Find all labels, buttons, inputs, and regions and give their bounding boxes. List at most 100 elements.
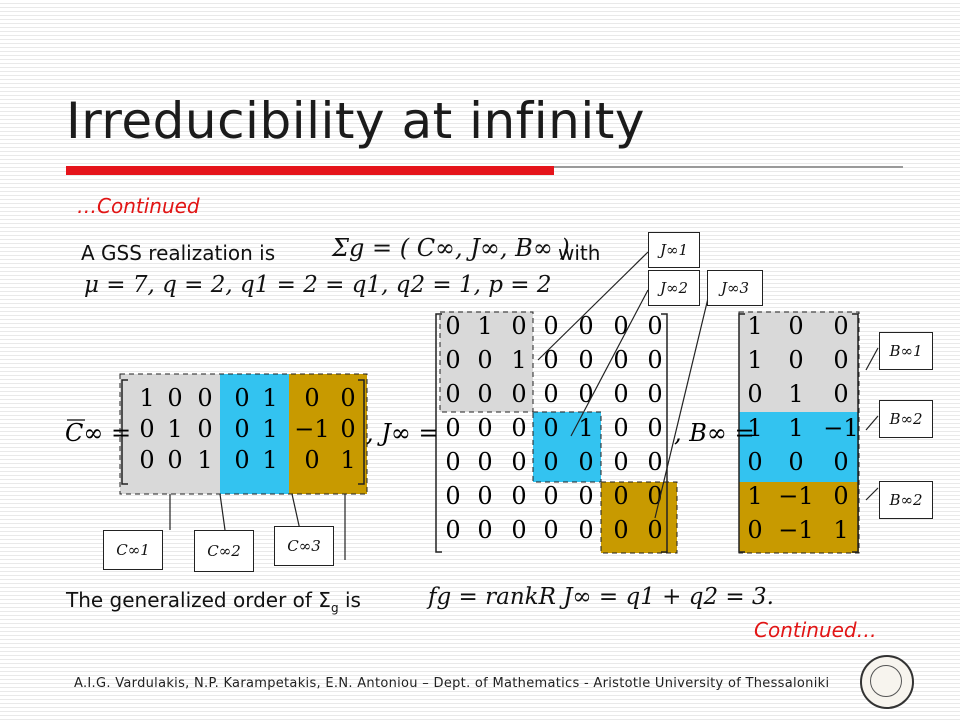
connector-line [570, 289, 649, 437]
j-entry: 1 [511, 346, 526, 374]
connector-line [865, 415, 879, 431]
b-entry: 1 [747, 312, 762, 340]
c-entry: 0 [197, 384, 212, 412]
b-entry: 0 [833, 448, 848, 476]
gss-formula: Σg = ( C∞, J∞, B∞ ) [332, 234, 570, 262]
title-underline-grey [554, 166, 903, 168]
b2-block [739, 412, 859, 482]
b-entry: 1 [788, 414, 803, 442]
j-entry: 0 [445, 346, 460, 374]
j-entry: 0 [578, 380, 593, 408]
c-entry: 0 [167, 384, 182, 412]
b-entry: 0 [833, 380, 848, 408]
b-entry: 0 [833, 312, 848, 340]
with-text: with [558, 241, 601, 265]
j-entry: 0 [477, 380, 492, 408]
c-entry: 0 [234, 415, 249, 443]
label-c-inf-1: C∞1 [103, 530, 163, 570]
label-j-inf-1: J∞1 [648, 232, 700, 268]
b-entry: 0 [833, 346, 848, 374]
j-entry: 0 [613, 312, 628, 340]
university-seal-logo [860, 655, 914, 709]
c-matrix-label: C∞ = [65, 419, 131, 447]
b-entry: 0 [747, 516, 762, 544]
b1-block [739, 312, 859, 412]
c-entry: 0 [304, 384, 319, 412]
b-entry: 1 [747, 414, 762, 442]
c-entry: 0 [167, 446, 182, 474]
j-entry: 0 [647, 380, 662, 408]
is-word: is [344, 588, 361, 612]
j-entry: 0 [543, 346, 558, 374]
b-entry: −1 [778, 482, 813, 510]
b-matrix-label: , B∞ = [674, 419, 755, 447]
j2-block [533, 412, 601, 482]
j-entry: 0 [511, 516, 526, 544]
b-entry: 0 [833, 482, 848, 510]
c-entry: 0 [139, 415, 154, 443]
b-entry: 1 [747, 346, 762, 374]
label-b-inf-2: B∞2 [879, 400, 933, 438]
b-entry: 1 [788, 380, 803, 408]
j-entry: 0 [543, 448, 558, 476]
j-entry: 0 [445, 448, 460, 476]
j-matrix-label: , J∞ = [366, 419, 439, 447]
connector-line [537, 251, 649, 361]
c-entry: 0 [197, 415, 212, 443]
b-left-bracket [738, 313, 745, 553]
j-entry: 0 [647, 448, 662, 476]
j-entry: 0 [445, 312, 460, 340]
j-entry: 0 [511, 482, 526, 510]
j-entry: 0 [613, 516, 628, 544]
label-j-inf-2: J∞2 [648, 270, 700, 306]
c-entry: 1 [262, 446, 277, 474]
b-entry: 0 [788, 312, 803, 340]
generalized-order-formula: fg = rankR J∞ = q1 + q2 = 3. [428, 584, 774, 610]
connector-line [865, 347, 879, 371]
c-entry: 1 [340, 446, 355, 474]
c-entry: 1 [139, 384, 154, 412]
j-entry: 0 [511, 312, 526, 340]
sigma-subscript: g [330, 601, 339, 615]
j3-block [601, 482, 677, 553]
connector-line [654, 289, 711, 519]
j-entry: 0 [578, 448, 593, 476]
j-entry: 0 [578, 516, 593, 544]
j-entry: 0 [647, 346, 662, 374]
c-entry: 1 [262, 384, 277, 412]
j-entry: 0 [445, 414, 460, 442]
j-entry: 0 [511, 380, 526, 408]
c3-block [289, 374, 367, 494]
continued-label-top: …Continued [77, 194, 200, 218]
c-entry: 0 [340, 384, 355, 412]
b-entry: 0 [788, 448, 803, 476]
c-entry: 0 [340, 415, 355, 443]
label-b-inf-3: B∞2 [879, 481, 933, 519]
j-entry: 0 [613, 414, 628, 442]
j-entry: 1 [578, 414, 593, 442]
b-right-bracket [852, 313, 859, 553]
b-entry: 1 [833, 516, 848, 544]
j-entry: 0 [477, 448, 492, 476]
connector-line [291, 493, 301, 531]
j2-frame [532, 411, 602, 483]
j-entry: 0 [647, 516, 662, 544]
j-entry: 0 [543, 516, 558, 544]
b-entry: 0 [747, 380, 762, 408]
title-underline-red [66, 166, 554, 175]
j-entry: 0 [543, 380, 558, 408]
generalized-order-text: The generalized order of Σg is [66, 588, 361, 615]
label-j-inf-3: J∞3 [707, 270, 763, 306]
label-b-inf-1: B∞1 [879, 332, 933, 370]
j-entry: 0 [543, 482, 558, 510]
label-c-inf-2: C∞2 [194, 530, 254, 572]
j-entry: 0 [543, 312, 558, 340]
c-left-bracket [121, 379, 128, 485]
c-entry: 1 [197, 446, 212, 474]
j1-frame [439, 311, 534, 413]
parameters-line: μ = 7, q = 2, q1 = 2 = q1, q2 = 1, p = 2 [84, 272, 552, 298]
j-entry: 0 [477, 414, 492, 442]
j-entry: 0 [647, 414, 662, 442]
j-entry: 0 [477, 482, 492, 510]
